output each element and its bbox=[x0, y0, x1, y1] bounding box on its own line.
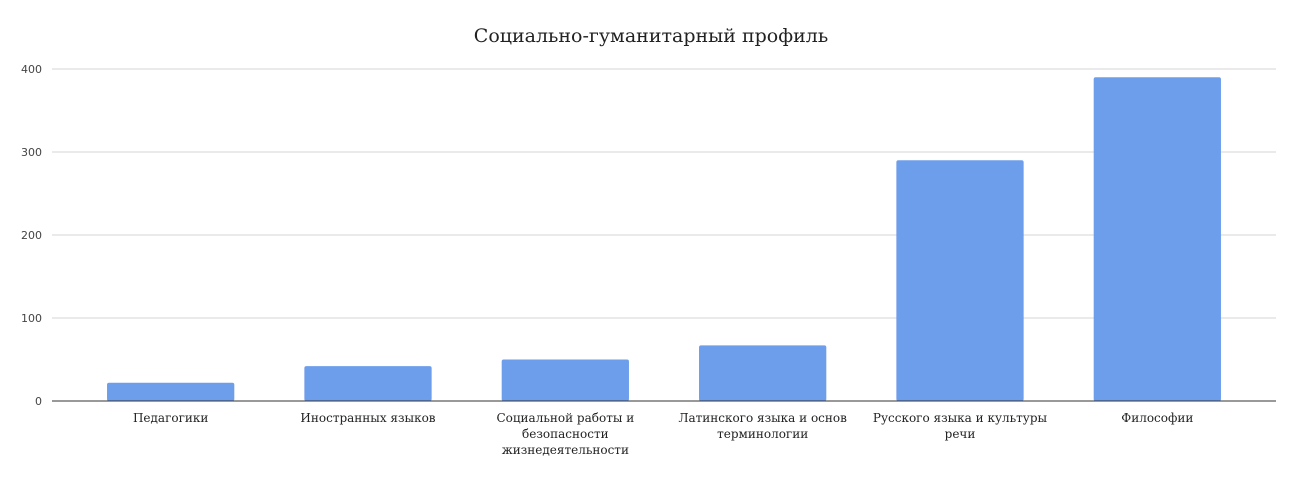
y-tick-label: 300 bbox=[21, 146, 42, 159]
bars bbox=[107, 77, 1221, 402]
x-category-label: Иностранных языков bbox=[300, 411, 435, 425]
chart-title: Социально-гуманитарный профиль bbox=[474, 25, 828, 47]
bar-4 bbox=[699, 345, 827, 401]
x-category-label: Русского языка и культуры речи bbox=[873, 411, 1048, 441]
y-axis-ticks: 0 100 200 300 400 bbox=[21, 63, 42, 408]
y-tick-label: 400 bbox=[21, 63, 42, 76]
x-category-label: Педагогики bbox=[133, 411, 208, 425]
bar-3 bbox=[501, 359, 629, 401]
y-tick-label: 100 bbox=[21, 312, 42, 325]
x-axis-labels: Педагогики Иностранных языков Социальной р… bbox=[133, 411, 1193, 457]
gridlines bbox=[52, 68, 1276, 319]
x-category-label: Социальной работы и безопасности жизнедеят… bbox=[496, 411, 634, 457]
bar-2 bbox=[304, 366, 432, 401]
x-category-label: Латинского языка и основ терминологии bbox=[678, 411, 847, 441]
bar-5 bbox=[896, 160, 1024, 401]
x-category-label: Философии bbox=[1121, 411, 1193, 425]
bar-1 bbox=[107, 382, 235, 401]
bar-6 bbox=[1093, 77, 1221, 402]
y-tick-label: 200 bbox=[21, 229, 42, 242]
y-tick-label: 0 bbox=[35, 395, 42, 408]
